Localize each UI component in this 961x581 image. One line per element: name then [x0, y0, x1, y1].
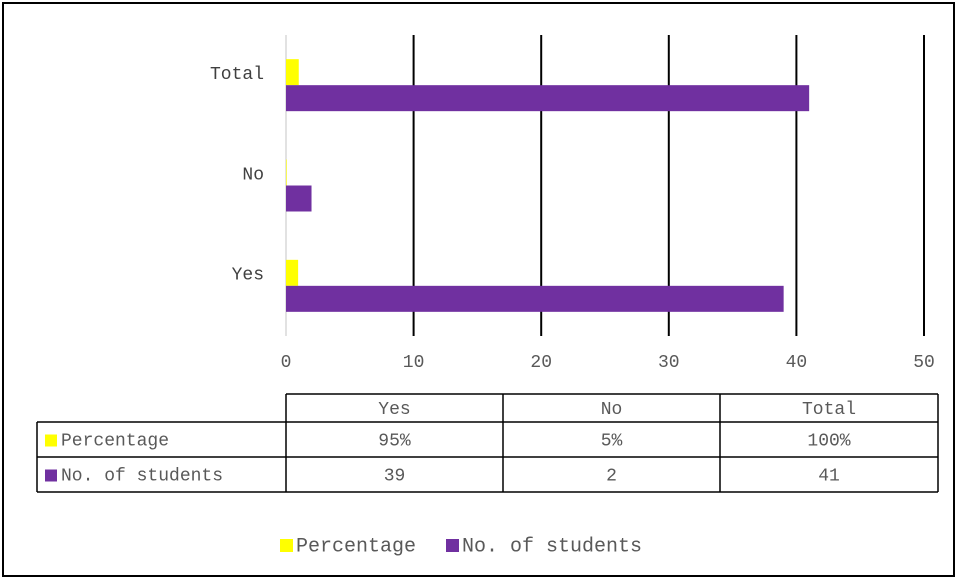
bars	[286, 59, 810, 312]
category-label: Yes	[232, 266, 264, 286]
legend-swatch	[446, 539, 459, 552]
legend-label: No. of students	[462, 535, 642, 558]
legend-swatch	[280, 539, 293, 552]
table-cell: 39	[384, 466, 406, 486]
data-table: Yes No Total Percentage 95% 5% 100% No. of stud…	[36, 393, 939, 493]
table-header-cell: Yes	[378, 400, 410, 420]
category-labels: Yes No Total	[210, 65, 264, 286]
table-legend-key	[45, 469, 57, 482]
table-cell: 5%	[601, 431, 623, 451]
table-cell: 2	[606, 466, 617, 486]
bar-students	[286, 285, 784, 312]
x-tick-label: 10	[403, 353, 425, 373]
bar-percentage	[286, 59, 299, 86]
x-tick-label: 0	[281, 353, 292, 373]
category-label: Total	[210, 65, 264, 85]
x-tick-label: 40	[786, 353, 808, 373]
table-header-cell: Total	[802, 400, 856, 420]
table-row-label: Percentage	[61, 431, 169, 451]
table-header-cell: No	[601, 400, 623, 420]
bar-percentage	[286, 159, 287, 186]
table-cell: 100%	[807, 431, 850, 451]
table-row-label: No. of students	[61, 466, 223, 486]
bar-students	[286, 85, 810, 112]
table-cell: 41	[818, 466, 840, 486]
x-tick-label: 30	[658, 353, 680, 373]
legend-label: Percentage	[296, 535, 416, 558]
x-tick-label: 50	[913, 353, 935, 373]
table-legend-key	[45, 434, 57, 447]
category-label: No	[242, 165, 264, 185]
bar-percentage	[286, 259, 299, 286]
x-tick-label: 20	[530, 353, 552, 373]
bar-students	[286, 185, 312, 212]
x-tick-labels: 0 10 20 30 40 50	[281, 353, 935, 373]
legend: Percentage No. of students	[280, 535, 642, 558]
table-cell: 95%	[378, 431, 411, 451]
